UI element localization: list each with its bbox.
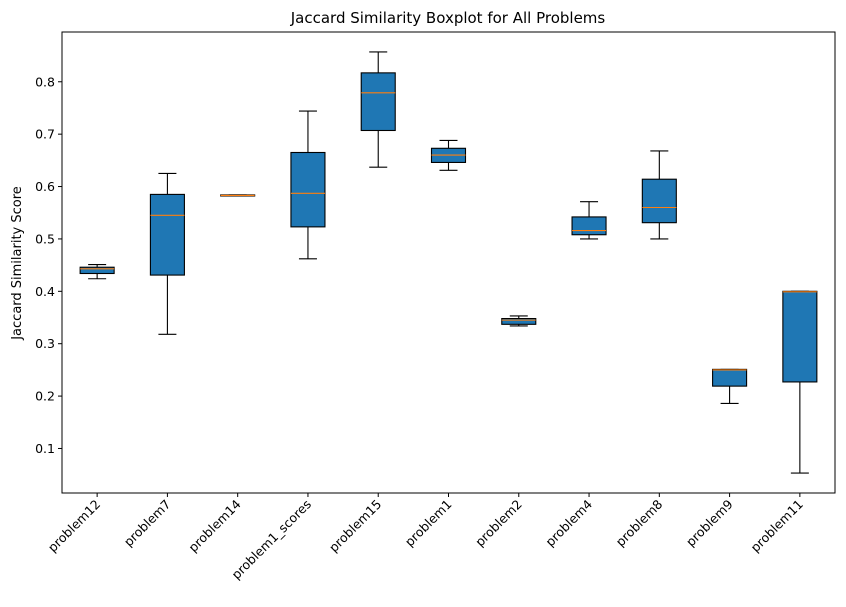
y-axis-label: Jaccard Similarity Score [10,186,25,341]
y-tick-label-5: 0.6 [35,179,55,194]
x-tick-label-problem9: problem9 [683,496,736,549]
y-tick-label-0: 0.1 [35,441,55,456]
box-group-problem2 [501,315,537,327]
y-tick-label-4: 0.5 [35,231,55,246]
box-group-problem1 [430,139,467,171]
plot-frame [61,31,836,494]
box-3 [290,151,326,228]
x-tick-label-problem8: problem8 [613,496,666,549]
x-tick-label-problem14: problem14 [185,496,243,554]
box-group-problem1_scores [290,110,326,260]
box-group-problem8 [641,150,677,240]
x-tick-label-problem1: problem1 [402,497,455,550]
x-tick-label-problem11: problem11 [748,497,806,555]
box-group-problem12 [79,264,115,280]
chart-title: Jaccard Similarity Boxplot for All Probl… [290,9,606,27]
x-tick-label-problem12: problem12 [45,497,103,555]
box-7 [571,216,607,236]
box-4 [360,72,396,132]
y-tick-label-1: 0.2 [35,389,55,404]
x-tick-label-problem2: problem2 [472,497,525,550]
box-1 [149,193,185,276]
y-tick-label-7: 0.8 [35,74,55,89]
box-8 [641,178,677,224]
y-tick-label-2: 0.3 [35,336,55,351]
y-tick-label-3: 0.4 [35,284,55,299]
box-group-problem14 [220,194,256,197]
box-group-problem9 [712,368,748,404]
box-group-problem15 [360,51,396,168]
box-group-problem4 [571,201,607,240]
y-tick-label-6: 0.7 [35,127,55,142]
box-group-problem7 [149,172,185,335]
box-group-problem11 [782,290,818,474]
box-9 [712,368,748,387]
x-tick-label-problem7: problem7 [121,497,174,550]
x-tick-label-problem4: problem4 [542,496,595,549]
x-tick-label-problem15: problem15 [326,497,384,555]
box-10 [782,290,818,383]
box-0 [79,266,115,275]
box-6 [501,318,537,325]
